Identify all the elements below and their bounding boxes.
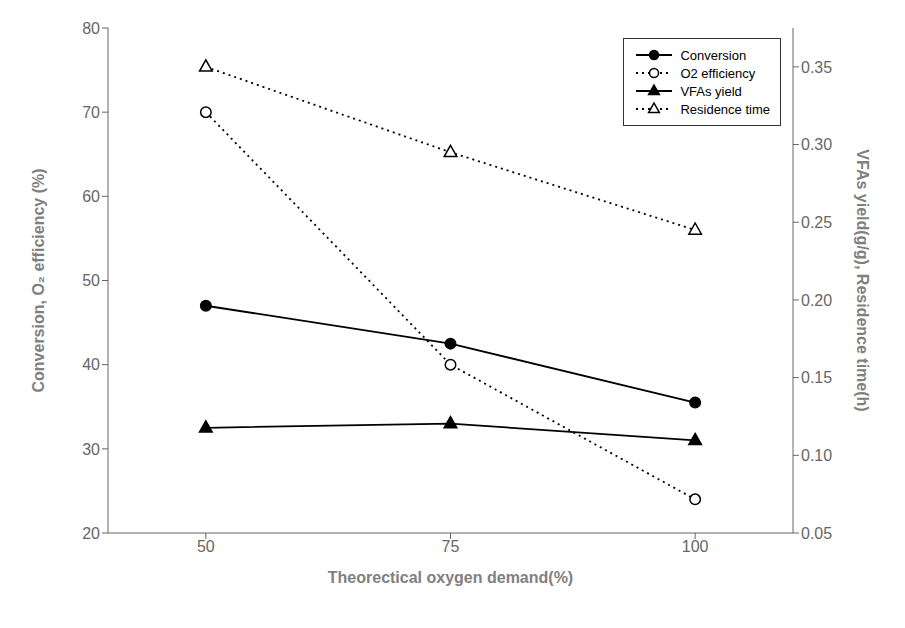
svg-text:0.20: 0.20 xyxy=(801,292,832,309)
svg-text:70: 70 xyxy=(82,104,100,121)
svg-text:50: 50 xyxy=(82,272,100,289)
svg-text:0.30: 0.30 xyxy=(801,136,832,153)
html-text:Residence time: Residence time xyxy=(680,101,770,117)
svg-text:75: 75 xyxy=(442,538,460,555)
svg-text:20: 20 xyxy=(82,525,100,542)
svg-text:Theorectical oxygen demand(%): Theorectical oxygen demand(%) xyxy=(328,569,573,586)
svg-text:80: 80 xyxy=(82,20,100,37)
svg-text:40: 40 xyxy=(82,356,100,373)
svg-text:0.35: 0.35 xyxy=(801,59,832,76)
svg-text:VFAs yield(g/g), Residence tim: VFAs yield(g/g), Residence time(h) xyxy=(854,149,871,411)
svg-text:60: 60 xyxy=(82,188,100,205)
svg-text:Conversion, O₂ efficiency (%): Conversion, O₂ efficiency (%) xyxy=(30,168,47,392)
svg-text:100: 100 xyxy=(682,538,709,555)
svg-text:0.15: 0.15 xyxy=(801,369,832,386)
svg-text:0.10: 0.10 xyxy=(801,447,832,464)
svg-text:30: 30 xyxy=(82,441,100,458)
html-text:O2 efficiency: O2 efficiency xyxy=(680,65,756,81)
svg-text:50: 50 xyxy=(197,538,215,555)
html-text:VFAs yield: VFAs yield xyxy=(680,83,742,99)
svg-text:0.05: 0.05 xyxy=(801,525,832,542)
svg-text:0.25: 0.25 xyxy=(801,214,832,231)
html-text:Conversion: Conversion xyxy=(680,47,747,63)
